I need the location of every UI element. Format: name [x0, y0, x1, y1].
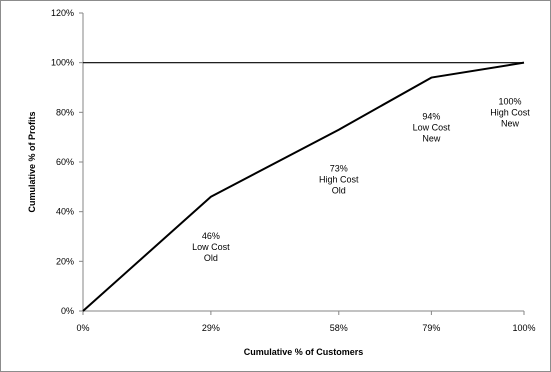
- annotation-line: New: [422, 134, 441, 144]
- annotation-line: High Cost: [319, 175, 359, 185]
- x-tick-label: 29%: [202, 323, 220, 333]
- annotation-line: 100%: [498, 97, 521, 107]
- x-axis-ticks: 0% 29% 58% 79% 100%: [76, 311, 536, 333]
- x-axis-title: Cumulative % of Customers: [244, 347, 364, 357]
- x-tick-label: 79%: [422, 323, 440, 333]
- annotation-line: Low Cost: [413, 123, 451, 133]
- y-tick-label: 100%: [51, 58, 74, 68]
- series-layer: [82, 61, 525, 312]
- y-tick-label: 20%: [56, 256, 74, 266]
- annotation-line: Low Cost: [192, 242, 230, 252]
- y-tick-label: 40%: [56, 207, 74, 217]
- y-tick-label: 80%: [56, 107, 74, 117]
- annotation-line: 73%: [330, 164, 348, 174]
- annotation-line: New: [501, 119, 520, 129]
- annotation-line: High Cost: [490, 108, 530, 118]
- x-tick-label: 100%: [512, 323, 535, 333]
- cumulative-profit-line: [82, 61, 525, 312]
- annotation-line: Old: [332, 186, 346, 196]
- y-tick-label: 0%: [61, 306, 74, 316]
- annotation-line: 46%: [202, 231, 220, 241]
- x-tick-label: 58%: [330, 323, 348, 333]
- axes: [82, 13, 524, 312]
- x-tick-label: 0%: [76, 323, 89, 333]
- annotation-line: Old: [204, 253, 218, 263]
- annotation-line: 94%: [422, 112, 440, 122]
- y-tick-label: 60%: [56, 157, 74, 167]
- y-axis-title: Cumulative % of Profits: [27, 111, 37, 212]
- y-tick-label: 120%: [51, 8, 74, 18]
- y-axis-ticks: 0% 20% 40% 60% 80% 100% 120%: [51, 8, 83, 316]
